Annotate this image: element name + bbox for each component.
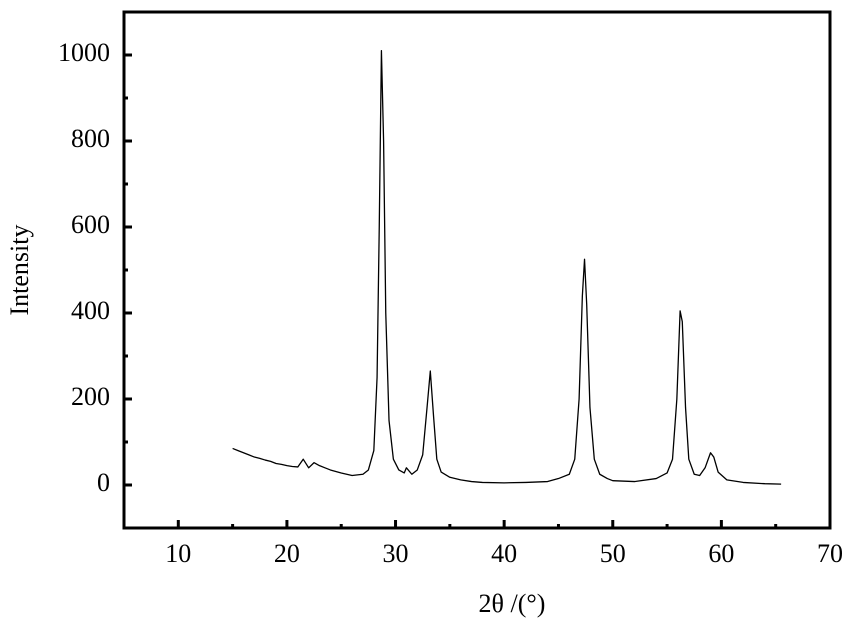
x-tick-label: 40 <box>491 539 517 568</box>
y-tick-label: 400 <box>71 296 110 325</box>
x-tick-label: 60 <box>708 539 734 568</box>
plot-frame <box>122 10 832 530</box>
y-axis-title: Intensity <box>5 225 34 316</box>
y-tick-label: 1000 <box>58 38 110 67</box>
x-tick-label: 10 <box>165 539 191 568</box>
x-tick-label: 50 <box>600 539 626 568</box>
y-tick-label: 800 <box>71 124 110 153</box>
x-tick-label: 20 <box>274 539 300 568</box>
y-tick-label: 600 <box>71 210 110 239</box>
y-tick-label: 200 <box>71 382 110 411</box>
data-line <box>232 50 782 485</box>
x-axis-title: 2θ /(°) <box>479 589 546 618</box>
x-tick-label: 30 <box>383 539 409 568</box>
y-tick-label: 0 <box>97 468 110 497</box>
x-tick-label: 70 <box>817 539 843 568</box>
